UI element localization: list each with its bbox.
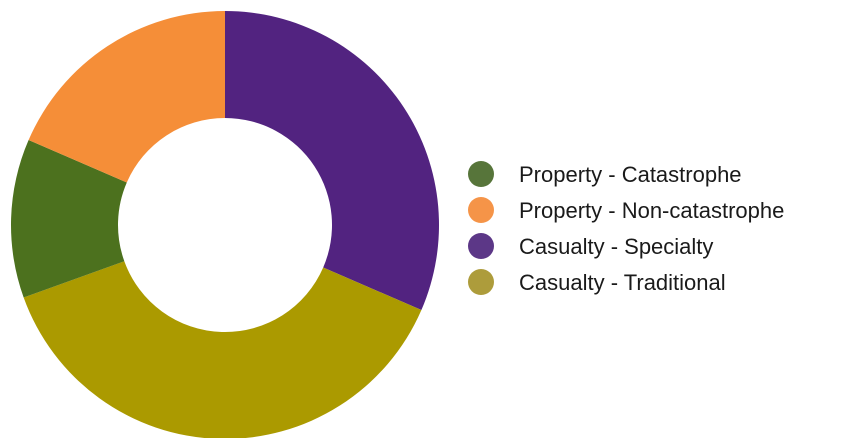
- legend-marker-casualty-traditional: [468, 269, 494, 295]
- slice-property-catastrophe: [10, 140, 127, 298]
- slice-casualty-specialty: [225, 11, 439, 310]
- legend-label-casualty-traditional: Casualty - Traditional: [519, 270, 726, 295]
- slice-casualty-traditional: [23, 261, 422, 438]
- legend-label-property-non-catastrophe: Property - Non-catastrophe: [519, 198, 784, 223]
- legend-marker-casualty-specialty: [468, 233, 494, 259]
- legend-label-casualty-specialty: Casualty - Specialty: [519, 234, 713, 259]
- legend-label-property-catastrophe: Property - Catastrophe: [519, 162, 742, 187]
- legend-marker-property-catastrophe: [468, 161, 494, 187]
- donut-slices: [10, 11, 439, 438]
- legend-marker-property-non-catastrophe: [468, 197, 494, 223]
- legend: Property - Catastrophe Property - Non-cat…: [468, 161, 784, 295]
- slice-property-non-catastrophe: [28, 11, 225, 183]
